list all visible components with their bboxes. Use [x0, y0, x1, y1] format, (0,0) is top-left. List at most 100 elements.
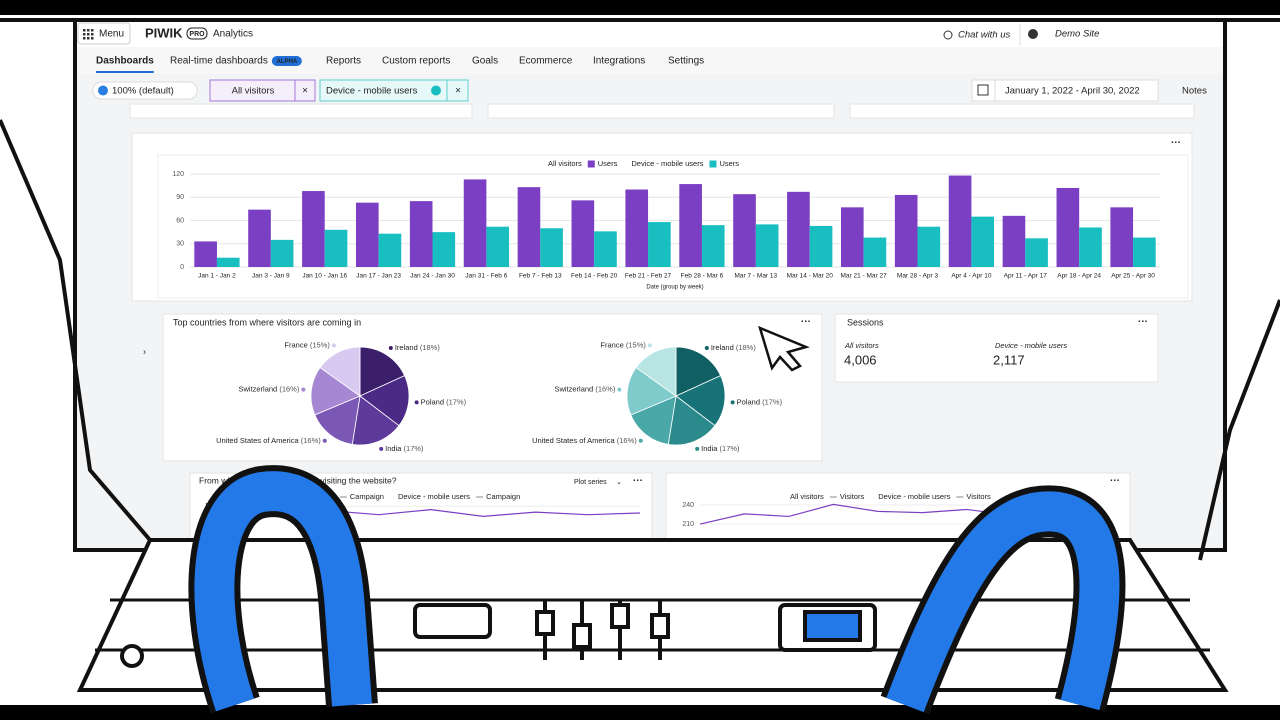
label-dot — [647, 343, 652, 348]
pie-slice — [359, 375, 410, 427]
site-icon — [1028, 29, 1038, 39]
x-tick-label: Apr 11 - Apr 17 — [1004, 273, 1048, 280]
more-icon[interactable]: ··· — [1110, 476, 1120, 487]
remove-icon[interactable]: × — [302, 86, 308, 97]
pie-slice — [351, 395, 400, 446]
slice-name: India — [385, 444, 402, 453]
nav-tab[interactable]: Integrations — [593, 56, 645, 67]
product: Analytics — [213, 29, 253, 40]
y-tick-label: 240 — [682, 502, 694, 509]
badge — [271, 56, 302, 66]
control[interactable]: Plot series — [574, 479, 607, 486]
nav-tab[interactable]: Goals — [472, 56, 498, 67]
nav-tab[interactable]: Custom reports — [382, 56, 450, 67]
x-tick-label: Feb 21 - Feb 27 — [625, 273, 672, 280]
bar — [324, 229, 348, 267]
slice-label: Ireland (18%) — [711, 343, 757, 352]
slice-name: Switzerland — [554, 385, 593, 394]
menu-icon — [83, 29, 94, 40]
nav-tab[interactable]: Ecommerce — [519, 56, 573, 67]
more-icon[interactable]: ··· — [1171, 138, 1181, 149]
slice-label: Poland (17%) — [421, 397, 467, 406]
x-tick-label: Mar 28 - Apr 3 — [897, 273, 939, 280]
metric-label: Device - mobile users — [995, 341, 1067, 350]
nav-tab[interactable]: Settings — [668, 56, 704, 67]
remove-icon[interactable]: × — [455, 86, 461, 97]
nav-tab[interactable]: Real-time dashboards — [170, 56, 268, 67]
slice-label: United States of America (16%) — [532, 436, 637, 445]
slice-label: Poland (17%) — [737, 397, 783, 406]
bar — [787, 191, 810, 267]
headphone — [886, 491, 1120, 713]
label-dot — [730, 400, 735, 405]
legend-group: Device - mobile users — [631, 159, 703, 168]
legend-name: Users — [598, 159, 618, 168]
x-tick-label: Mar 14 - Mar 20 — [787, 273, 834, 280]
slice-value: (16%) — [595, 385, 616, 394]
pie-slice — [630, 395, 677, 445]
site[interactable]: Demo Site — [1055, 29, 1099, 40]
label-dot — [414, 400, 419, 405]
more-icon[interactable]: ··· — [801, 317, 811, 328]
slice-value: (16%) — [301, 436, 322, 445]
y-tick-label: 60 — [176, 217, 184, 224]
chat[interactable]: Chat with us — [958, 30, 1011, 41]
legend-name: Campaign — [350, 492, 384, 501]
pie-slice — [319, 346, 361, 397]
slice-value: (15%) — [626, 340, 647, 349]
slice-name: Poland — [421, 397, 444, 406]
slice-label: India (17%) — [701, 444, 740, 453]
pie-slice — [635, 346, 677, 397]
bar — [517, 187, 541, 267]
more-icon[interactable]: ··· — [1138, 317, 1148, 328]
slice-value: (18%) — [736, 343, 757, 352]
bar — [1025, 238, 1048, 267]
legend-group: All visitors — [548, 159, 582, 168]
bar — [216, 257, 240, 267]
nav-tab[interactable]: Dashboards — [96, 56, 154, 67]
x-tick-label: Jan 31 - Feb 6 — [465, 273, 507, 280]
notes[interactable]: Notes — [1182, 86, 1207, 97]
date-range: January 1, 2022 - April 30, 2022 — [1005, 86, 1140, 97]
logo-badge — [186, 27, 208, 40]
segment-all[interactable] — [209, 79, 316, 102]
nav-tab[interactable]: Reports — [326, 56, 361, 67]
sessions-title: Sessions — [847, 317, 884, 327]
slice-label: India (17%) — [385, 444, 424, 453]
y-tick-label: 120 — [172, 171, 184, 178]
sliders — [120, 600, 877, 668]
legend-group: All visitors — [790, 492, 824, 501]
x-tick-label: Jan 17 - Jan 23 — [356, 273, 401, 280]
date-picker[interactable] — [971, 79, 1159, 102]
slice-value: (18%) — [420, 343, 441, 352]
card — [834, 313, 1159, 383]
legend-name: Visitors — [966, 492, 991, 501]
slice-label: France (15%) — [600, 340, 646, 349]
slice-label: Switzerland (16%) — [554, 385, 615, 394]
pie-slice — [675, 346, 722, 397]
pie-slice — [667, 395, 716, 446]
metric-label: All visitors — [844, 341, 879, 350]
more-icon[interactable]: ··· — [633, 476, 643, 487]
chat-icon — [943, 30, 953, 40]
slice-value: (16%) — [279, 385, 300, 394]
label-dot — [638, 438, 643, 443]
x-tick-label: Jan 3 - Jan 9 — [252, 273, 290, 280]
control-caret: ⌄ — [616, 479, 622, 486]
nav-bar — [77, 47, 1223, 74]
bar — [1002, 215, 1026, 267]
card-title: Top countries from where visitors are co… — [173, 317, 361, 327]
label-dot — [617, 387, 622, 392]
bar — [194, 241, 217, 267]
card — [849, 103, 1195, 119]
bar — [378, 233, 402, 267]
label-dot — [379, 446, 384, 451]
zoom: 100% (default) — [112, 86, 174, 97]
window-frame — [1198, 18, 1280, 561]
card — [129, 103, 473, 119]
slice-name: Ireland — [395, 343, 418, 352]
segment-mobile[interactable] — [319, 79, 469, 102]
expand-icon[interactable]: › — [143, 346, 146, 356]
slice-value: (17%) — [404, 444, 425, 453]
zoom-pill[interactable] — [92, 81, 198, 100]
